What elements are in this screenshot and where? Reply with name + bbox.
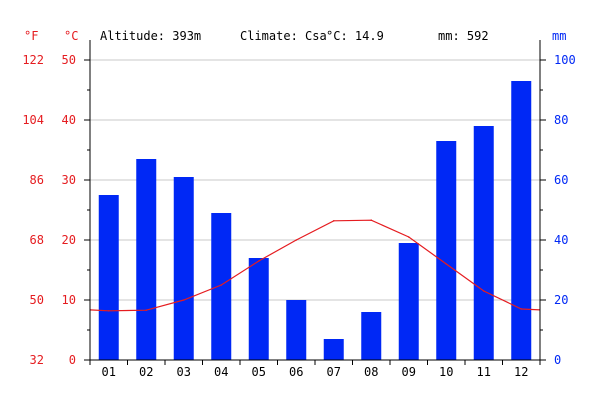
mm-tick-label: 40: [554, 233, 568, 247]
precip-bar-03: [173, 177, 194, 360]
mm-tick-label: 20: [554, 293, 568, 307]
precip-bar-01: [98, 195, 119, 360]
temperature-point-08: [370, 219, 373, 221]
temperature-point-12: [520, 308, 523, 310]
temperature-point-04: [220, 284, 223, 286]
month-label-07: 07: [327, 365, 341, 379]
month-label-01: 01: [102, 365, 116, 379]
fahrenheit-tick-label: 68: [30, 233, 44, 247]
temperature-point-09: [407, 236, 410, 238]
temperature-point-02: [145, 309, 148, 312]
fahrenheit-tick-label: 122: [22, 53, 44, 67]
month-label-11: 11: [477, 365, 491, 379]
mean-temp-label: °C: 14.9: [326, 29, 384, 43]
precip-bar-04: [211, 213, 232, 360]
temperature-line-group: [89, 219, 541, 312]
celsius-tick-label: 40: [62, 113, 76, 127]
celsius-tick-label: 50: [62, 53, 76, 67]
mm-tick-label: 60: [554, 173, 568, 187]
precip-bar-09: [398, 243, 419, 360]
temperature-point-03: [182, 299, 185, 301]
month-label-09: 09: [402, 365, 416, 379]
grid-lines: [90, 59, 540, 301]
total-precip-label: mm: 592: [438, 29, 489, 43]
month-label-03: 03: [177, 365, 191, 379]
fahrenheit-tick-label: 86: [30, 173, 44, 187]
month-label-06: 06: [289, 365, 303, 379]
mm-tick-label: 100: [554, 53, 576, 67]
temperature-point-06: [295, 239, 298, 241]
celsius-tick-label: 30: [62, 173, 76, 187]
mm-tick-label: 80: [554, 113, 568, 127]
precip-bar-07: [323, 339, 344, 360]
mm-tick-label: 0: [554, 353, 561, 367]
temperature-point-10: [445, 263, 448, 265]
temperature-point-05: [257, 260, 260, 262]
altitude-label: Altitude: 393m: [100, 29, 201, 43]
fahrenheit-unit-label: °F: [24, 29, 38, 43]
fahrenheit-tick-label: 50: [30, 293, 44, 307]
celsius-tick-label: 10: [62, 293, 76, 307]
precip-bar-06: [286, 300, 307, 360]
month-label-10: 10: [439, 365, 453, 379]
temperature-line: [89, 219, 541, 312]
month-label-05: 05: [252, 365, 266, 379]
mm-unit-label: mm: [552, 29, 566, 43]
precip-bar-02: [136, 159, 157, 360]
celsius-unit-label: °C: [64, 29, 78, 43]
precip-bar-11: [473, 126, 494, 360]
fahrenheit-tick-label: 32: [30, 353, 44, 367]
precip-bar-05: [248, 258, 269, 360]
month-label-02: 02: [139, 365, 153, 379]
temperature-point-07: [332, 220, 335, 222]
temperature-point-01: [107, 310, 110, 312]
precip-bar-12: [511, 81, 532, 360]
fahrenheit-tick-label: 104: [22, 113, 44, 127]
month-label-04: 04: [214, 365, 228, 379]
month-label-12: 12: [514, 365, 528, 379]
precip-bar-08: [361, 312, 382, 360]
axes: [84, 40, 546, 365]
precip-bar-10: [436, 141, 457, 360]
celsius-tick-label: 20: [62, 233, 76, 247]
month-label-08: 08: [364, 365, 378, 379]
celsius-tick-label: 0: [69, 353, 76, 367]
temperature-point-11: [482, 290, 485, 292]
climate-label: Climate: Csa: [240, 29, 327, 43]
precip-bars: [98, 81, 532, 360]
